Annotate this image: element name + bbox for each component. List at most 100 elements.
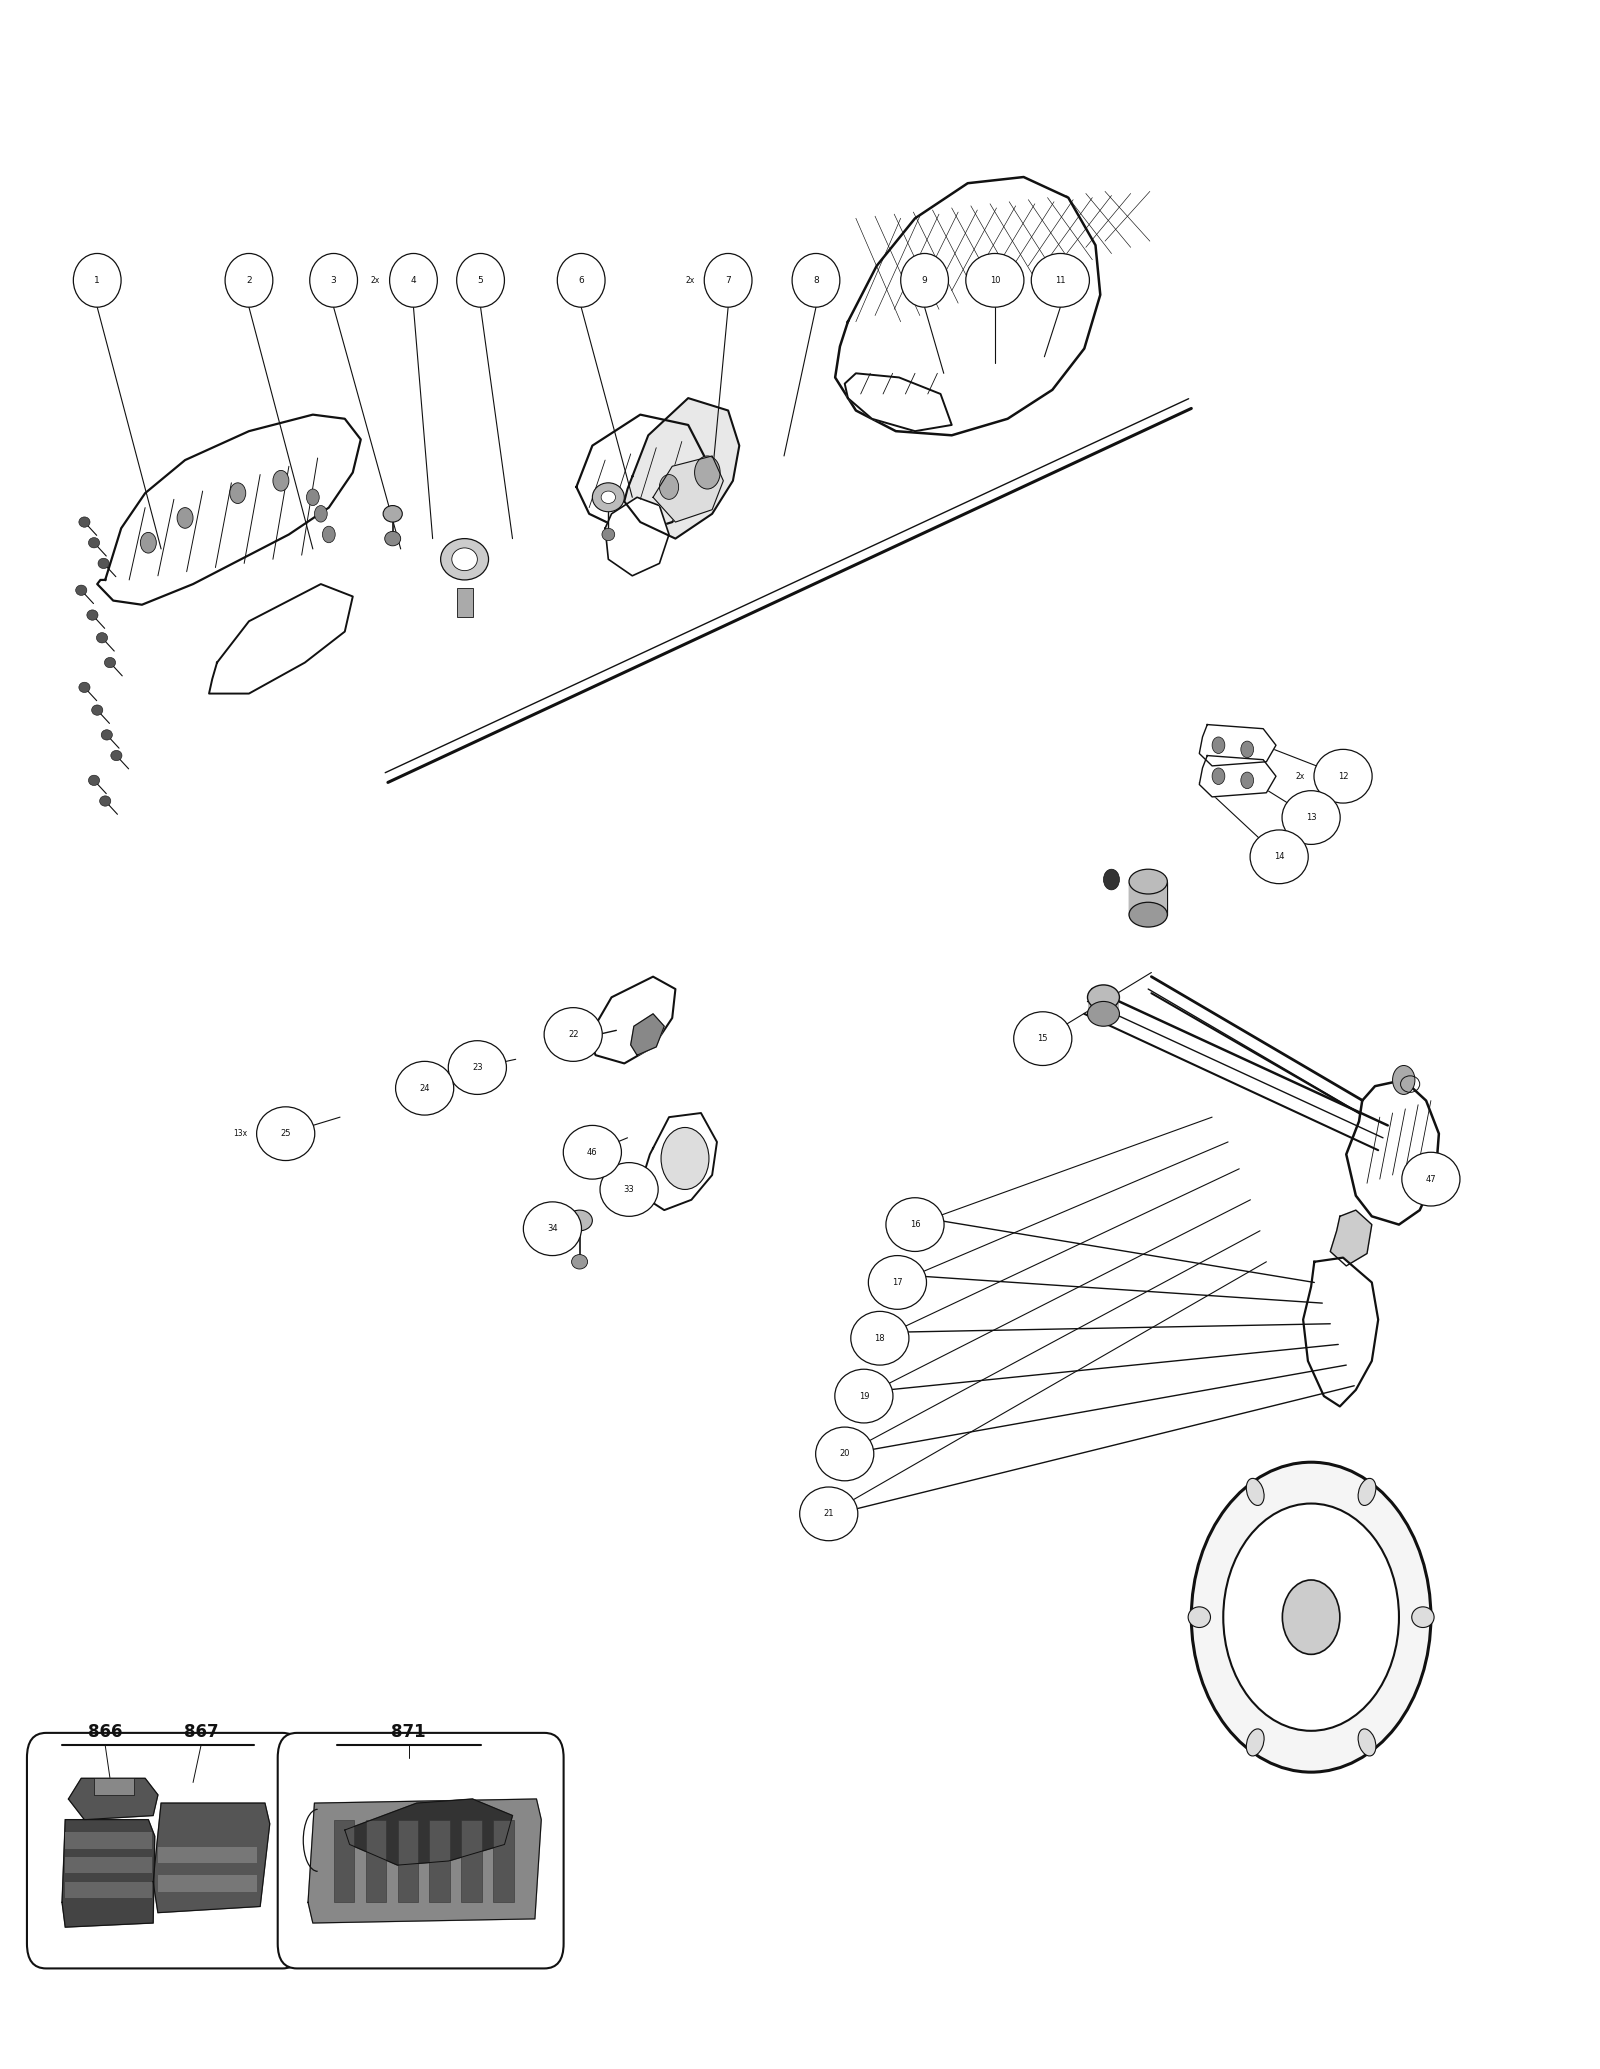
Polygon shape — [1200, 724, 1275, 766]
Ellipse shape — [1130, 869, 1168, 894]
Text: 10: 10 — [990, 275, 1000, 286]
Text: 13: 13 — [1306, 813, 1317, 821]
Circle shape — [694, 455, 720, 488]
Circle shape — [230, 482, 246, 503]
Circle shape — [323, 526, 336, 542]
Ellipse shape — [1246, 1730, 1264, 1757]
Ellipse shape — [557, 254, 605, 306]
Text: 21: 21 — [824, 1510, 834, 1519]
Bar — [493, 1819, 514, 1901]
Text: 8: 8 — [813, 275, 819, 286]
Polygon shape — [653, 455, 723, 521]
Bar — [158, 1875, 258, 1891]
Ellipse shape — [602, 528, 614, 540]
Polygon shape — [154, 1804, 270, 1912]
Text: 9: 9 — [922, 275, 928, 286]
Polygon shape — [845, 372, 952, 430]
Ellipse shape — [835, 1370, 893, 1423]
Ellipse shape — [99, 797, 110, 807]
Circle shape — [315, 505, 328, 521]
Text: 2x: 2x — [371, 275, 381, 286]
Text: 14: 14 — [1274, 852, 1285, 861]
Text: 866: 866 — [88, 1723, 123, 1742]
Ellipse shape — [456, 254, 504, 306]
Ellipse shape — [74, 254, 122, 306]
Ellipse shape — [869, 1256, 926, 1310]
Text: 871: 871 — [392, 1723, 426, 1742]
Ellipse shape — [1032, 254, 1090, 306]
Text: 7: 7 — [725, 275, 731, 286]
Ellipse shape — [256, 1107, 315, 1161]
Ellipse shape — [91, 706, 102, 716]
Bar — [334, 1819, 354, 1901]
Ellipse shape — [451, 548, 477, 571]
Text: 20: 20 — [840, 1450, 850, 1459]
Ellipse shape — [384, 532, 400, 546]
Polygon shape — [643, 1113, 717, 1210]
Polygon shape — [210, 583, 352, 693]
Ellipse shape — [704, 254, 752, 306]
Polygon shape — [1302, 1258, 1378, 1407]
Ellipse shape — [800, 1488, 858, 1541]
Polygon shape — [1330, 1210, 1371, 1266]
Text: 867: 867 — [184, 1723, 218, 1742]
Text: 1: 1 — [94, 275, 101, 286]
Text: 15: 15 — [1037, 1034, 1048, 1043]
Ellipse shape — [1358, 1479, 1376, 1506]
Text: 3: 3 — [331, 275, 336, 286]
Circle shape — [1282, 1581, 1339, 1655]
Circle shape — [178, 507, 194, 528]
Bar — [461, 1819, 482, 1901]
Ellipse shape — [1189, 1608, 1211, 1628]
Polygon shape — [589, 977, 675, 1063]
Bar — [94, 1779, 134, 1796]
Circle shape — [274, 470, 290, 490]
Circle shape — [1192, 1463, 1430, 1773]
Ellipse shape — [966, 254, 1024, 306]
Ellipse shape — [96, 633, 107, 643]
FancyBboxPatch shape — [27, 1734, 302, 1968]
FancyBboxPatch shape — [278, 1734, 563, 1968]
Ellipse shape — [571, 1254, 587, 1268]
Bar — [66, 1831, 152, 1848]
Text: 25: 25 — [280, 1130, 291, 1138]
Text: 33: 33 — [624, 1186, 635, 1194]
Ellipse shape — [1411, 1608, 1434, 1628]
Ellipse shape — [901, 254, 949, 306]
Circle shape — [661, 1128, 709, 1190]
Bar — [456, 588, 472, 617]
Text: 24: 24 — [419, 1084, 430, 1092]
Ellipse shape — [440, 538, 488, 579]
Ellipse shape — [602, 490, 616, 503]
Polygon shape — [605, 497, 669, 575]
Text: 2: 2 — [246, 275, 251, 286]
Text: 2x: 2x — [1294, 772, 1304, 780]
Text: 12: 12 — [1338, 772, 1349, 780]
Ellipse shape — [1358, 1730, 1376, 1757]
Circle shape — [659, 474, 678, 499]
Bar — [365, 1819, 386, 1901]
Circle shape — [1242, 741, 1254, 757]
Ellipse shape — [226, 254, 274, 306]
Bar — [158, 1846, 258, 1862]
Ellipse shape — [792, 254, 840, 306]
Ellipse shape — [523, 1202, 581, 1256]
Ellipse shape — [88, 538, 99, 548]
Ellipse shape — [1402, 1152, 1459, 1206]
Circle shape — [1392, 1066, 1414, 1095]
Bar — [66, 1881, 152, 1897]
Ellipse shape — [98, 559, 109, 569]
Text: 13x: 13x — [234, 1130, 246, 1138]
Ellipse shape — [78, 517, 90, 528]
Ellipse shape — [310, 254, 357, 306]
Text: 19: 19 — [859, 1392, 869, 1401]
Circle shape — [1213, 737, 1226, 753]
Text: 17: 17 — [893, 1279, 902, 1287]
Ellipse shape — [104, 658, 115, 668]
Ellipse shape — [101, 730, 112, 741]
Circle shape — [1104, 869, 1120, 890]
Polygon shape — [630, 1014, 664, 1055]
Ellipse shape — [1250, 830, 1309, 883]
Bar — [66, 1856, 152, 1872]
Circle shape — [1224, 1504, 1398, 1732]
